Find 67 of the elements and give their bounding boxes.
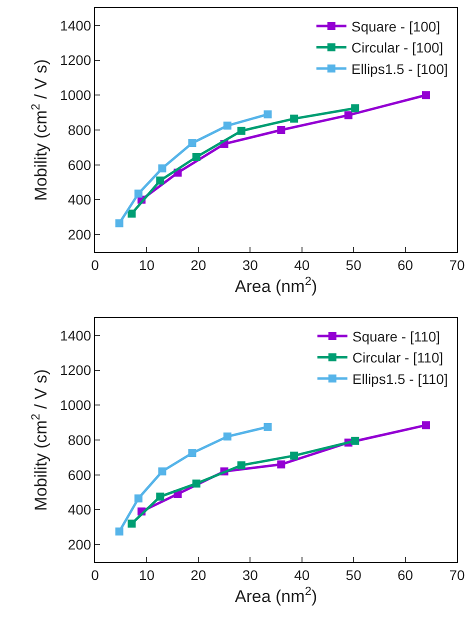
x-tick-label: 70 xyxy=(449,256,465,273)
x-tick-label: 20 xyxy=(190,566,206,583)
legend-label: Square - [100] xyxy=(351,18,440,34)
x-axis-title: Area (nm$^{2}$) xyxy=(234,584,318,606)
y-tick-label: 600 xyxy=(68,156,92,173)
point xyxy=(223,122,232,130)
x-tick-label: 10 xyxy=(138,256,155,273)
y-tick-label: 400 xyxy=(68,502,92,518)
point xyxy=(158,164,166,172)
y-tick-label: 200 xyxy=(68,226,92,242)
x-tick-label: 50 xyxy=(346,566,362,583)
legend-label: Square - [110] xyxy=(352,328,440,344)
x-tick-label: 10 xyxy=(138,566,155,583)
point xyxy=(128,210,136,218)
point xyxy=(188,139,196,148)
y-tick-label: 1400 xyxy=(60,327,92,344)
y-tick-label: 1000 xyxy=(60,87,92,104)
point xyxy=(422,91,430,100)
x-tick-label: 50 xyxy=(346,256,362,273)
legend-label: Ellips1.5 - [100] xyxy=(351,60,448,77)
point xyxy=(192,153,200,162)
x-tick-label: 40 xyxy=(294,256,310,273)
x-tick-label: 30 xyxy=(242,566,258,583)
x-tick-label: 40 xyxy=(294,566,310,583)
point xyxy=(158,467,166,476)
x-tick-label: 30 xyxy=(242,256,258,273)
x-tick-label: 70 xyxy=(449,566,465,583)
legend-label: Circular - [110] xyxy=(352,350,444,366)
x-tick-label: 60 xyxy=(398,256,414,273)
point xyxy=(290,114,298,123)
x-tick-label: 20 xyxy=(190,256,206,273)
y-tick-label: 400 xyxy=(68,192,92,208)
point xyxy=(192,480,200,488)
point xyxy=(237,126,246,135)
point xyxy=(115,528,124,536)
point xyxy=(351,436,360,445)
point xyxy=(422,421,430,430)
point xyxy=(277,126,286,134)
point xyxy=(264,110,272,118)
point xyxy=(134,494,142,502)
y-tick-label: 1200 xyxy=(60,362,92,378)
y-tick-label: 1000 xyxy=(60,397,92,414)
point xyxy=(237,461,246,470)
point xyxy=(277,460,286,468)
point xyxy=(351,104,360,112)
point xyxy=(134,190,142,198)
x-axis-title: Area (nm$^{2}$) xyxy=(234,274,318,296)
x-tick-label: 60 xyxy=(398,566,414,583)
point xyxy=(156,492,164,501)
y-tick-label: 800 xyxy=(68,432,92,448)
point xyxy=(264,422,272,431)
x-tick-label: 0 xyxy=(91,256,100,273)
point xyxy=(188,449,196,458)
point xyxy=(115,219,124,228)
point xyxy=(223,432,232,441)
legend-label: Ellips1.5 - [110] xyxy=(352,370,448,387)
y-tick-label: 600 xyxy=(68,466,92,483)
point xyxy=(290,452,298,460)
point xyxy=(156,176,164,185)
legend-label: Circular - [100] xyxy=(351,40,444,56)
y-tick-label: 200 xyxy=(68,536,92,552)
y-tick-label: 1200 xyxy=(60,52,92,68)
y-tick-label: 800 xyxy=(68,122,92,138)
y-tick-label: 1400 xyxy=(60,17,92,34)
point xyxy=(128,520,136,528)
x-tick-label: 0 xyxy=(91,566,100,583)
point xyxy=(344,111,352,120)
